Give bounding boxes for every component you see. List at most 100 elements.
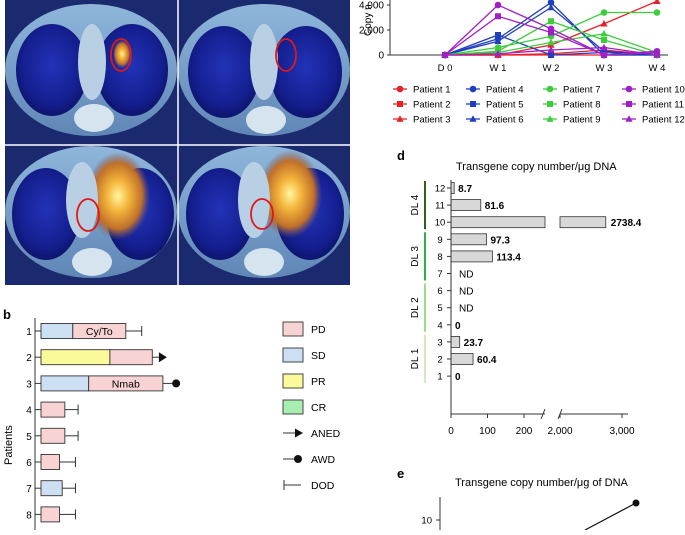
x-tick-label: 2,000 <box>547 426 572 437</box>
line-chart-axis: 0 2,000 4,000 D 0 W 1 W 2 W 3 W 4 <box>359 0 668 74</box>
group-label: DL 1 <box>410 348 421 369</box>
segment-label: Cy/To <box>86 326 113 338</box>
bar <box>450 233 487 246</box>
bar-value-label: 97.3 <box>491 235 511 246</box>
response-segment <box>40 401 66 418</box>
x-tick-label: W 4 <box>649 63 666 74</box>
bar-value-label: 0 <box>455 321 461 332</box>
patient-id: 6 <box>26 458 32 469</box>
patient-id: 1 <box>26 327 32 338</box>
x-tick-label: W 3 <box>596 63 613 74</box>
legend-label: Patient 9 <box>563 115 601 126</box>
awd-icon <box>294 455 302 463</box>
legend-label: ANED <box>311 428 341 440</box>
bar-value-label: ND <box>459 270 473 281</box>
panel-label-d: d <box>397 148 405 163</box>
patient-id: 4 <box>26 406 32 417</box>
patient-id: 3 <box>437 337 442 348</box>
legend-marker <box>625 115 633 122</box>
y-tick-label: 4,000 <box>359 1 384 12</box>
patient-id: 12 <box>435 184 446 195</box>
trend-line <box>584 502 637 531</box>
patient-id: 1 <box>437 372 442 383</box>
data-point <box>600 19 608 27</box>
transgene-bar-chart: 12 8.711 81.610 2738.49 97.38 113.47 ND6 ND5 ND4… <box>410 180 642 437</box>
data-point <box>547 46 555 53</box>
patient-id: 2 <box>437 355 442 366</box>
legend-marker <box>396 115 404 122</box>
data-point <box>601 37 607 43</box>
legend-label: Patient 12 <box>642 115 685 126</box>
bar-value-label: 23.7 <box>464 338 484 349</box>
x-tick-label: 200 <box>516 426 533 437</box>
data-point <box>653 0 661 5</box>
patient-id: 10 <box>435 218 446 229</box>
data-point <box>653 51 661 58</box>
line-chart-series <box>441 0 661 59</box>
x-tick-label: W 1 <box>490 63 507 74</box>
swimmer-plot: 1 Cy/To 2 3 Nmab 4 5 6 7 8 <box>26 318 181 530</box>
data-point <box>547 3 555 11</box>
legend-label: CR <box>311 402 327 414</box>
x-tick-label: 100 <box>479 426 496 437</box>
bar-value-label: ND <box>459 287 473 298</box>
legend-label: Patient 5 <box>486 100 524 111</box>
scan-image-bottom-right <box>178 145 350 285</box>
awd-marker <box>172 379 181 388</box>
bar-value-label: ND <box>459 304 473 315</box>
data-point <box>600 29 608 37</box>
segment-label: Nmab <box>112 378 140 390</box>
response-segment <box>40 427 66 444</box>
patient-id: 7 <box>26 484 32 495</box>
legend-marker <box>546 85 554 93</box>
data-point <box>653 9 661 16</box>
legend-swatch <box>282 399 304 415</box>
data-point <box>548 29 554 36</box>
bar <box>450 353 474 365</box>
legend-swatch <box>282 347 304 363</box>
legend-label: Patient 4 <box>486 85 524 96</box>
bar-value-label: 2738.4 <box>611 218 642 229</box>
legend-label: Patient 3 <box>413 115 451 126</box>
data-point <box>495 32 501 38</box>
response-segment <box>40 480 63 497</box>
bar <box>559 216 607 229</box>
x-tick-label: 3,000 <box>609 426 634 437</box>
data-point <box>547 0 555 6</box>
patient-id: 11 <box>435 201 445 212</box>
legend-marker <box>396 85 404 93</box>
data-point <box>548 18 554 25</box>
axis-break <box>540 408 546 420</box>
patient-id: 3 <box>26 379 32 390</box>
copy-number-line-chart: Copy n 0 2,000 4,000 D 0 W 1 W 2 W 3 W 4 Patien… <box>359 0 685 126</box>
patient-id: 6 <box>437 286 442 297</box>
y-tick-label: 2,000 <box>359 26 384 37</box>
patient-id: 8 <box>437 252 442 263</box>
legend-swatch <box>282 321 304 337</box>
patient-id: 8 <box>26 510 32 521</box>
response-segment <box>40 375 90 392</box>
legend-label: PR <box>311 376 326 388</box>
bar-value-label: 81.6 <box>485 201 505 212</box>
legend-marker <box>397 101 403 107</box>
x-tick-label: 0 <box>448 426 454 437</box>
legend-label: AWD <box>311 454 336 466</box>
group-label: DL 4 <box>410 194 421 215</box>
legend-label: DOD <box>311 480 335 492</box>
bar <box>450 216 546 229</box>
patient-id: 9 <box>437 235 442 246</box>
aned-icon <box>295 428 303 438</box>
data-point <box>495 13 501 20</box>
patient-id: 4 <box>437 320 442 331</box>
legend-label: PD <box>311 324 326 336</box>
scan-image-top-right <box>178 0 350 145</box>
x-tick-label: W 2 <box>543 63 560 74</box>
y-tick-label: 10 <box>421 516 432 527</box>
y-tick-label: 0 <box>378 51 384 62</box>
panel-e-title: Transgene copy number/μg of DNA <box>455 477 629 489</box>
response-segment <box>40 506 60 523</box>
patient-id: 5 <box>437 303 442 314</box>
response-segment <box>40 454 60 470</box>
legend-marker <box>470 101 476 107</box>
